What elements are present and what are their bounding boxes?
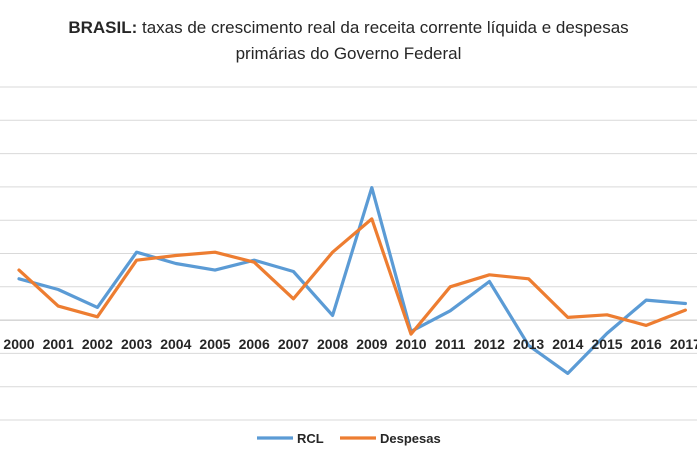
series-line-rcl [17, 186, 688, 375]
chart-title-line-2: primárias do Governo Federal [235, 44, 462, 63]
series-lines [17, 186, 688, 375]
x-tick-label: 2016 [631, 336, 662, 352]
x-tick-label: 2002 [82, 336, 113, 352]
gridlines [0, 86, 697, 421]
x-tick-label: 2006 [239, 336, 270, 352]
legend-label-rcl: RCL [297, 431, 324, 446]
x-tick-label: 2008 [317, 336, 348, 352]
chart-title-bold: BRASIL: [68, 18, 138, 37]
x-tick-label: 2003 [121, 336, 152, 352]
legend-label-despesas: Despesas [380, 431, 441, 446]
x-tick-label: 2014 [552, 336, 583, 352]
x-tick-label: 2001 [43, 336, 74, 352]
x-tick-label: 2007 [278, 336, 309, 352]
x-tick-label: 2010 [395, 336, 426, 352]
x-tick-label: 2005 [199, 336, 230, 352]
x-tick-label: 2000 [3, 336, 34, 352]
x-tick-label: 2017 [670, 336, 697, 352]
x-axis-tick-labels: 2000 2001 2002 2003 2004 2005 2006 2007 2008 2009… [3, 336, 697, 352]
chart-title: BRASIL: taxas de crescimento real da rec… [0, 15, 697, 67]
x-tick-label: 2004 [160, 336, 191, 352]
x-tick-label: 2013 [513, 336, 544, 352]
x-tick-label: 2009 [356, 336, 387, 352]
x-tick-label: 2011 [435, 336, 466, 352]
chart-title-line-1: BRASIL: taxas de crescimento real da rec… [0, 15, 697, 41]
chart-title-text: taxas de crescimento real da receita cor… [142, 18, 629, 37]
legend: RCL Despesas [257, 431, 441, 446]
series-line-despesas [17, 217, 688, 336]
x-tick-label: 2012 [474, 336, 505, 352]
x-tick-label: 2015 [591, 336, 622, 352]
